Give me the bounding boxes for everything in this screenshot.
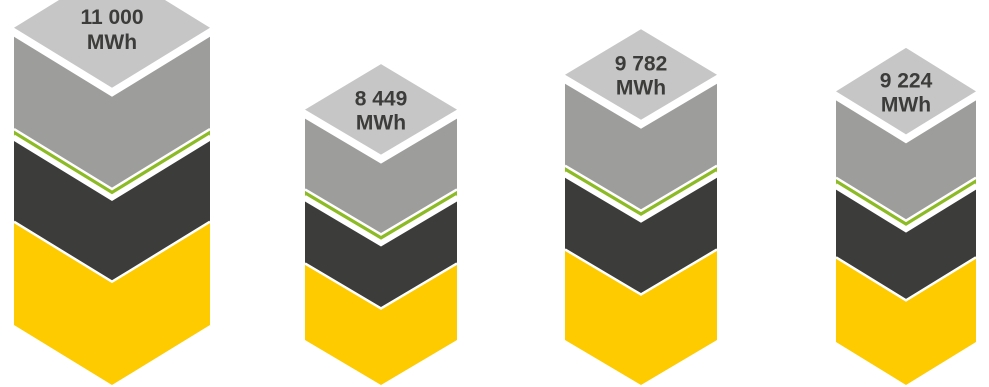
bar-segment-dark	[305, 201, 457, 309]
bar-segment-grey	[836, 100, 976, 221]
bar-segment-grey	[14, 36, 210, 190]
bar-segment-yellow	[565, 249, 717, 385]
bar-segment-grey	[565, 83, 717, 211]
band-separator	[564, 164, 718, 213]
bar-segment-yellow	[305, 263, 457, 385]
band-separator	[13, 134, 211, 198]
bar-segment-yellow	[836, 257, 976, 385]
band-separator	[304, 195, 458, 244]
band-separator	[13, 127, 211, 191]
band-separator	[564, 171, 718, 220]
bar-segment-dark	[565, 177, 717, 295]
data-label-unit: MWh	[881, 93, 931, 116]
data-label-unit: MWh	[616, 77, 666, 100]
band-separator	[835, 176, 977, 223]
data-label-unit: MWh	[356, 112, 406, 135]
bar-segment-yellow	[14, 221, 210, 385]
data-label-value: 8 449	[355, 88, 408, 111]
pillar-top-face	[836, 47, 976, 135]
bar-segment-grey	[305, 118, 457, 235]
data-label-value: 9 782	[615, 53, 668, 76]
bar-segment-dark	[14, 141, 210, 282]
band-separator	[564, 248, 718, 296]
band-separator	[13, 220, 211, 284]
bar-segment-dark	[836, 189, 976, 301]
band-separator	[835, 256, 977, 302]
data-label-unit: MWh	[87, 31, 137, 54]
pillar-top-face	[305, 64, 457, 155]
pillar-top-face	[14, 0, 210, 88]
pillar-top-face	[565, 29, 717, 120]
band-separator	[304, 262, 458, 310]
data-label-value: 9 224	[880, 69, 933, 92]
band-separator	[304, 188, 458, 236]
data-label-value: 11 000	[80, 6, 143, 29]
band-separator	[835, 183, 977, 230]
